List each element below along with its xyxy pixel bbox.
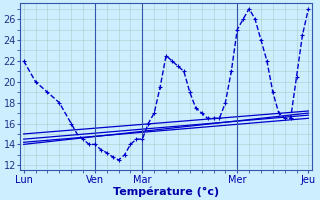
X-axis label: Température (°c): Température (°c) (113, 186, 219, 197)
